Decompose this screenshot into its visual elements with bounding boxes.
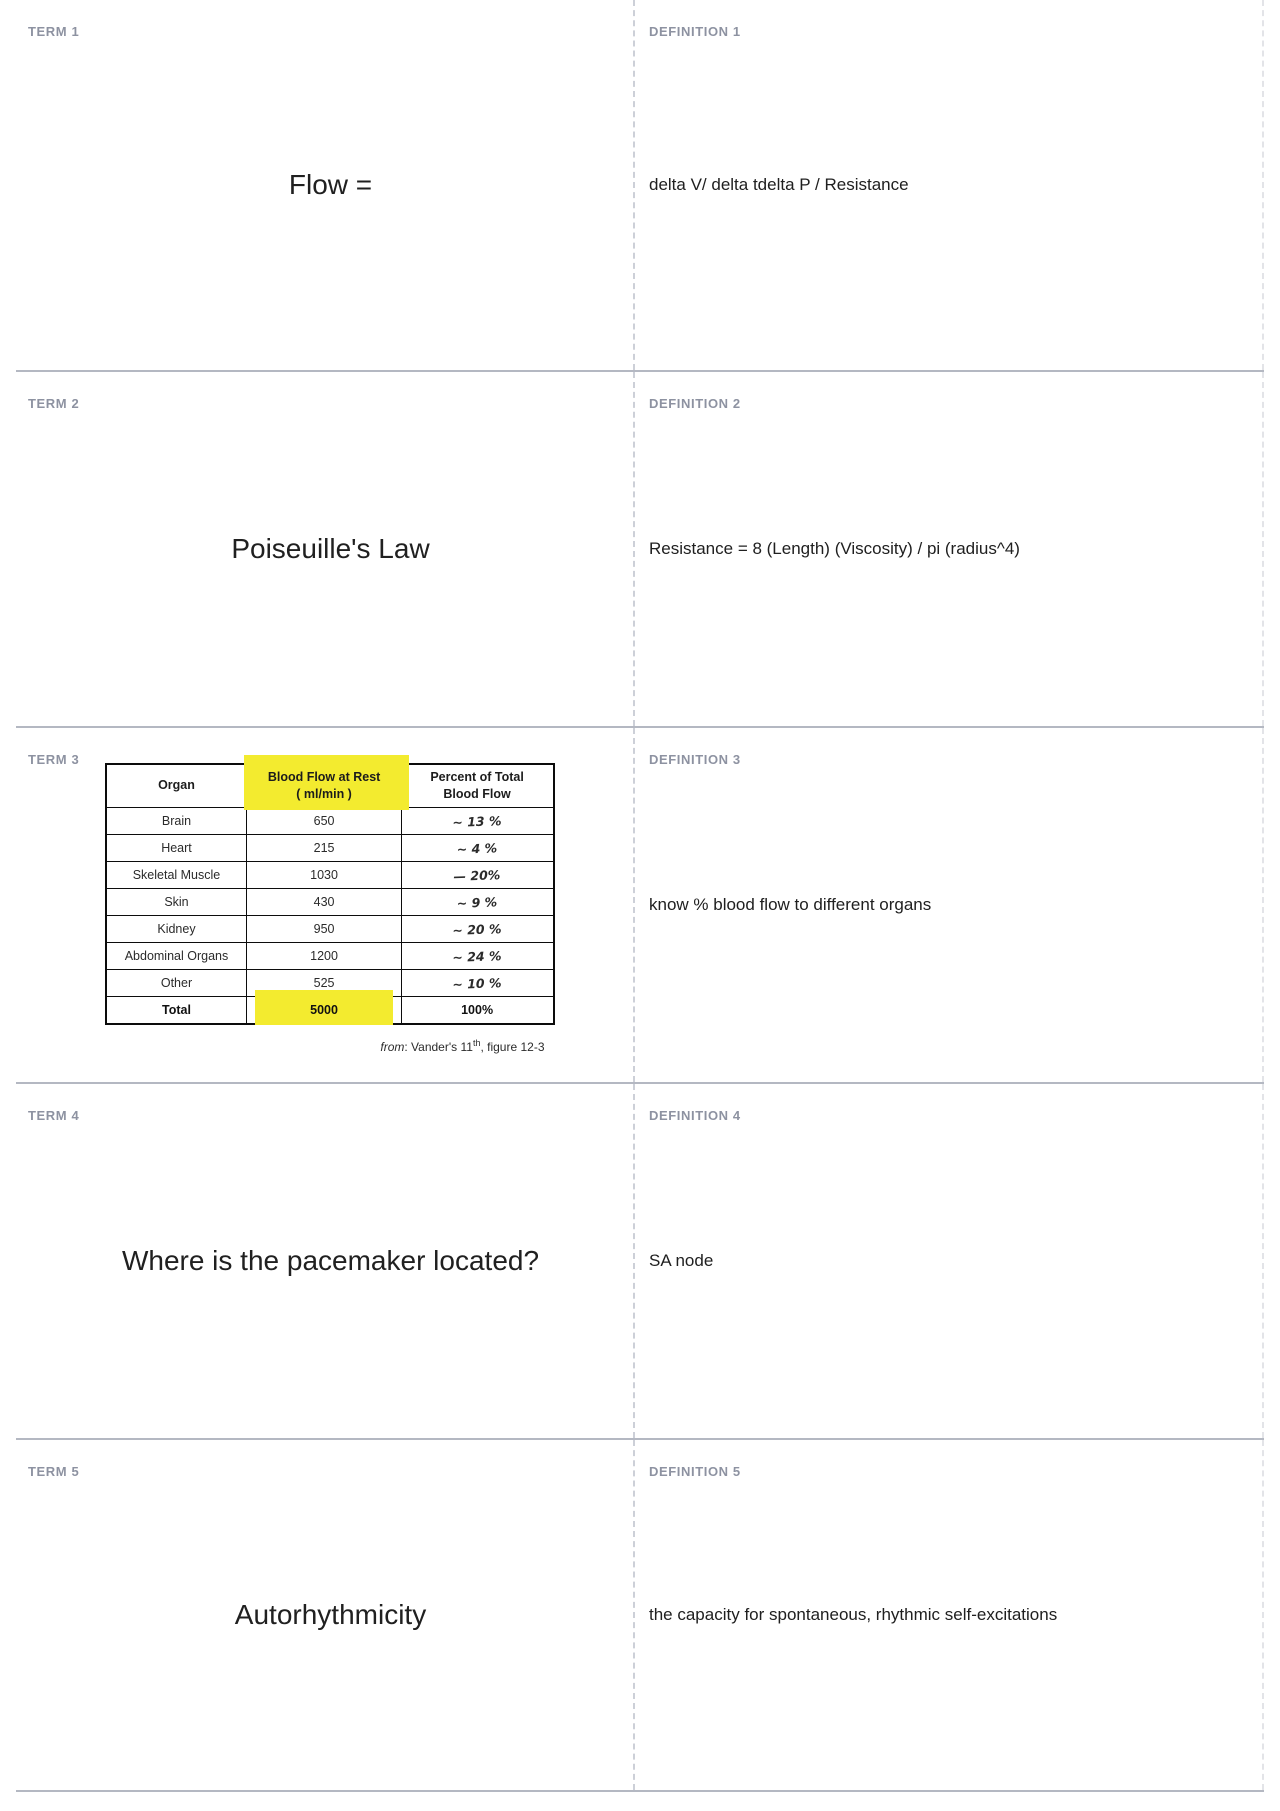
definition-cell-2: DEFINITION 2 Resistance = 8 (Length) (Vi… <box>635 372 1264 726</box>
flashcard-row-5: TERM 5 Autorhythmicity DEFINITION 5 the … <box>16 1440 1264 1792</box>
definition-cell-1: DEFINITION 1 delta V/ delta tdelta P / R… <box>635 0 1264 370</box>
term-cell-5: TERM 5 Autorhythmicity <box>16 1440 635 1790</box>
term-cell-1: TERM 1 Flow = <box>16 0 635 370</box>
figure-caption: from: Vander's 11th, figure 12-3 <box>105 1038 555 1054</box>
caption-from: from <box>380 1039 405 1054</box>
definition-cell-5: DEFINITION 5 the capacity for spontaneou… <box>635 1440 1264 1790</box>
definition-text: delta V/ delta tdelta P / Resistance <box>649 174 909 194</box>
definition-text: the capacity for spontaneous, rhythmic s… <box>649 1604 1058 1624</box>
header-percent-line2: Blood Flow <box>443 786 511 801</box>
term-text: Poiseuille's Law <box>231 532 430 564</box>
cell-flow: 650 <box>246 807 402 835</box>
term-label: TERM 2 <box>28 396 80 411</box>
cell-organ: Total <box>104 996 248 1024</box>
cell-flow: 1200 <box>246 942 402 970</box>
term-label: TERM 4 <box>28 1108 80 1123</box>
cell-flow: 215 <box>246 834 402 862</box>
term-label: TERM 3 <box>28 752 80 767</box>
cell-flow: 1030 <box>246 861 402 889</box>
header-percent-line1: Percent of Total <box>430 769 524 784</box>
header-percent: Percent of Total Blood Flow <box>400 763 555 808</box>
definition-cell-4: DEFINITION 4 SA node <box>635 1084 1264 1438</box>
table-header-row: Organ Blood Flow at Rest ( ml/min ) Perc… <box>104 754 555 810</box>
cell-organ: Skin <box>104 888 248 916</box>
definition-text: Resistance = 8 (Length) (Viscosity) / pi… <box>649 538 1020 558</box>
cell-organ: Abdominal Organs <box>104 942 248 970</box>
term-cell-2: TERM 2 Poiseuille's Law <box>16 372 635 726</box>
term-text: Flow = <box>288 168 373 200</box>
cell-organ: Heart <box>104 834 248 862</box>
flashcard-row-2: TERM 2 Poiseuille's Law DEFINITION 2 Res… <box>16 372 1264 728</box>
flashcard-row-3: TERM 3 Organ Blood Flow at Rest ( ml/min… <box>16 728 1264 1084</box>
cell-percent-handwritten: ~ 10 % <box>400 966 554 1000</box>
definition-label: DEFINITION 4 <box>649 1108 741 1123</box>
flashcard-row-4: TERM 4 Where is the pacemaker located? D… <box>16 1084 1264 1440</box>
definition-cell-3: DEFINITION 3 know % blood flow to differ… <box>635 728 1264 1082</box>
term-cell-4: TERM 4 Where is the pacemaker located? <box>16 1084 635 1438</box>
header-organ: Organ <box>104 763 248 808</box>
definition-label: DEFINITION 3 <box>649 752 741 767</box>
cell-organ: Skeletal Muscle <box>104 861 248 889</box>
caption-superscript: th <box>472 1037 481 1048</box>
definition-label: DEFINITION 5 <box>649 1464 741 1479</box>
cell-organ: Other <box>104 969 248 997</box>
cell-flow-highlighted: 5000 <box>246 990 402 1025</box>
header-blood-flow: Blood Flow at Rest ( ml/min ) <box>244 754 410 810</box>
table-row: Heart 215 ~ 4 % <box>104 831 554 865</box>
definition-text: SA node <box>649 1250 714 1270</box>
table-row: Skin 430 ~ 9 % <box>104 885 554 919</box>
cell-organ: Kidney <box>104 915 248 943</box>
table-row-total: Total 5000 100% <box>104 990 555 1025</box>
table-row: Kidney 950 ~ 20 % <box>104 912 554 946</box>
table-row: Abdominal Organs 1200 ~ 24 % <box>104 939 554 973</box>
term-text: Where is the pacemaker located? <box>121 1244 540 1276</box>
caption-post: , figure 12-3 <box>480 1039 545 1054</box>
caption-mid: : Vander's 11 <box>404 1039 473 1054</box>
header-blood-flow-line1: Blood Flow at Rest <box>267 769 381 784</box>
table-row: Brain 650 ~ 13 % <box>104 804 554 838</box>
definition-text: know % blood flow to different organs <box>649 894 932 914</box>
header-blood-flow-line2: ( ml/min ) <box>296 786 352 801</box>
table-row: Skeletal Muscle 1030 — 20% <box>104 858 554 892</box>
cell-flow: 950 <box>246 915 402 943</box>
blood-flow-table-image: Organ Blood Flow at Rest ( ml/min ) Perc… <box>104 754 557 1054</box>
term-text: Autorhythmicity <box>234 1598 427 1630</box>
cell-flow: 430 <box>246 888 402 916</box>
cell-organ: Brain <box>104 807 248 835</box>
definition-label: DEFINITION 1 <box>649 24 741 39</box>
definition-label: DEFINITION 2 <box>649 396 741 411</box>
term-label: TERM 5 <box>28 1464 80 1479</box>
term-label: TERM 1 <box>28 24 80 39</box>
term-cell-3: TERM 3 Organ Blood Flow at Rest ( ml/min… <box>16 728 635 1082</box>
blood-flow-table: Organ Blood Flow at Rest ( ml/min ) Perc… <box>104 754 555 1025</box>
flashcard-row-1: TERM 1 Flow = DEFINITION 1 delta V/ delt… <box>16 0 1264 372</box>
cell-percent: 100% <box>400 996 555 1024</box>
